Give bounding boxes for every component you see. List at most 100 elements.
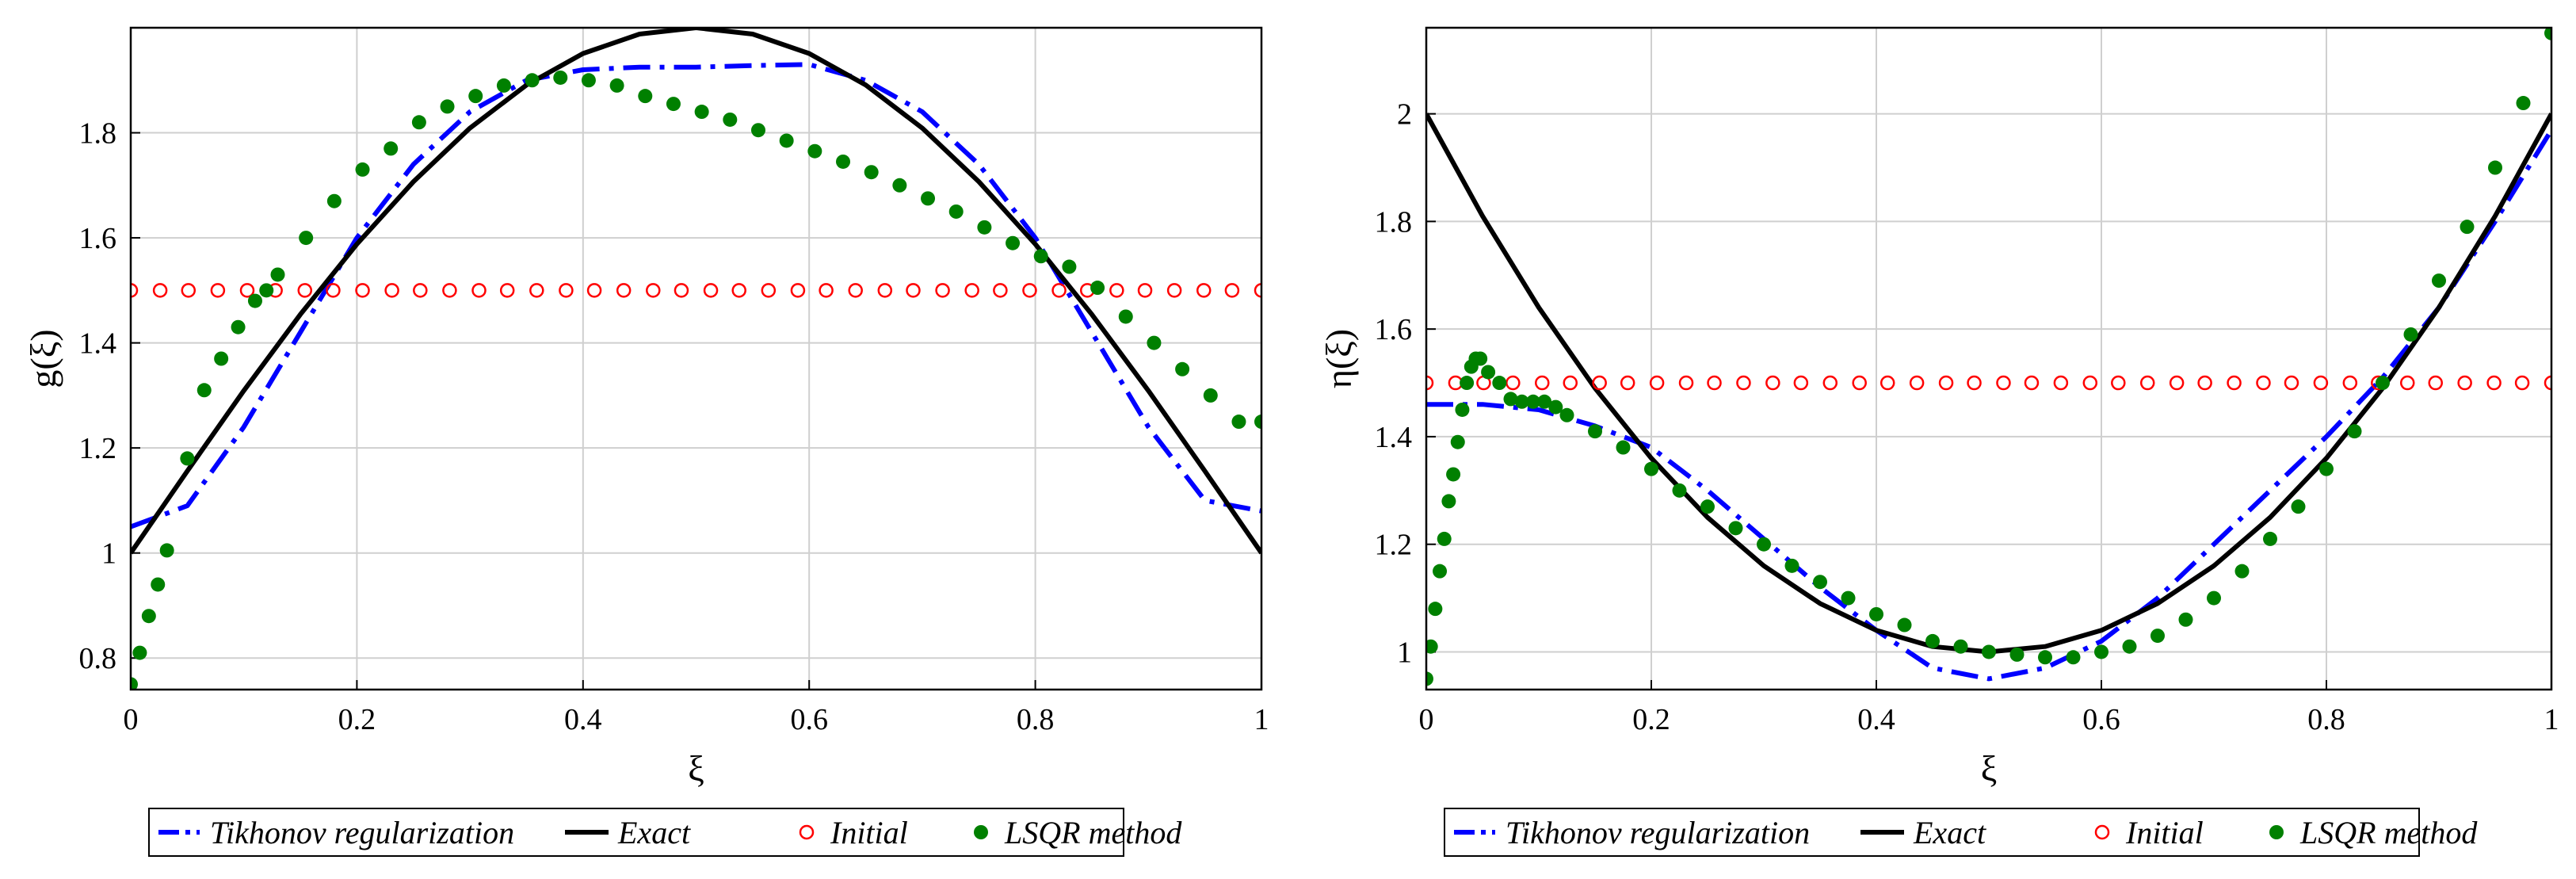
legend-label: Tikhonov regularization	[1506, 815, 1810, 850]
initial-point	[1137, 283, 1153, 298]
lsqr-point	[1784, 558, 1799, 573]
lsqr-point	[1473, 351, 1488, 366]
y-tick-label: 1.6	[1375, 313, 1413, 346]
initial-point	[703, 283, 719, 298]
y-tick-label: 1.8	[1375, 205, 1413, 239]
lsqr-point	[1841, 590, 1856, 606]
lsqr-point	[132, 645, 147, 660]
initial-point	[297, 283, 313, 298]
initial-point	[2342, 375, 2358, 391]
initial-point	[993, 283, 1008, 298]
lsqr-point	[694, 105, 709, 120]
legend-label: Exact	[1913, 815, 1986, 850]
initial-point	[1592, 375, 1607, 391]
lsqr-point	[666, 97, 681, 112]
initial-point	[2256, 375, 2271, 391]
initial-point	[1109, 283, 1124, 298]
lsqr-point	[638, 89, 653, 104]
lsqr-point	[1455, 402, 1470, 417]
initial-point	[2544, 375, 2551, 391]
initial-point	[2284, 375, 2299, 391]
initial-point	[181, 283, 197, 298]
lsqr-point	[1700, 499, 1715, 514]
legend-initial-swatch	[2094, 824, 2110, 840]
lsqr-point	[299, 231, 314, 246]
initial-point	[1224, 283, 1240, 298]
plot-area	[1426, 28, 2551, 686]
initial-point	[877, 283, 893, 298]
y-tick-label: 1.8	[79, 117, 117, 151]
initial-point	[1426, 375, 1434, 391]
legend-label: Initial	[830, 815, 908, 850]
lsqr-point	[468, 89, 483, 104]
lsqr-point	[1460, 376, 1475, 391]
initial-point	[499, 283, 515, 298]
lsqr-point	[2544, 28, 2551, 40]
lsqr-point	[1492, 376, 1507, 391]
initial-point	[471, 283, 487, 298]
lsqr-point	[1672, 483, 1687, 498]
lsqr-point	[1813, 575, 1827, 590]
y-tick-label: 1.2	[79, 432, 117, 465]
lsqr-point	[977, 220, 992, 235]
lsqr-point	[2094, 644, 2109, 659]
lsqr-point	[1869, 606, 1883, 621]
initial-point	[131, 283, 139, 298]
lsqr-point	[2038, 650, 2052, 665]
y-tick-label: 2	[1397, 98, 1412, 132]
lsqr-point	[1525, 394, 1540, 409]
initial-point	[819, 283, 834, 298]
initial-point	[935, 283, 950, 298]
initial-point	[1880, 375, 1895, 391]
y-axis-label: g(ξ)	[23, 329, 63, 388]
y-tick-label: 0.8	[79, 642, 117, 675]
lsqr-point	[1757, 537, 1771, 552]
lsqr-point	[259, 283, 274, 298]
initial-point	[1254, 283, 1261, 298]
lsqr-point	[1090, 281, 1105, 296]
initial-point	[906, 283, 921, 298]
legend-initial-swatch	[799, 824, 815, 840]
lsqr-point	[779, 133, 794, 148]
lsqr-point	[1644, 461, 1658, 476]
initial-point	[2082, 375, 2098, 391]
initial-point	[442, 283, 457, 298]
legend-box	[1444, 808, 2420, 857]
initial-point	[1736, 375, 1751, 391]
lsqr-point	[270, 267, 285, 282]
legend-label: Initial	[2125, 815, 2204, 850]
x-tick-label: 0.6	[790, 703, 828, 736]
lsqr-point	[836, 154, 851, 169]
initial-point	[1620, 375, 1635, 391]
lsqr-point	[1203, 388, 1218, 403]
initial-point	[586, 283, 602, 298]
lsqr-point	[1503, 392, 1518, 407]
y-tick-label: 1.6	[79, 222, 117, 255]
initial-point	[1996, 375, 2011, 391]
lsqr-point	[2516, 96, 2531, 111]
lsqr-point	[1426, 639, 1438, 654]
initial-point	[1822, 375, 1838, 391]
lsqr-point	[581, 73, 596, 88]
lsqr-point	[1982, 644, 1996, 659]
lsqr-point	[553, 70, 568, 85]
initial-point	[2428, 375, 2443, 391]
lsqr-point	[2403, 327, 2418, 342]
legend-lsqr-swatch	[2269, 825, 2284, 839]
legend-label: Tikhonov regularization	[210, 815, 514, 850]
lsqr-point	[180, 451, 195, 466]
plot-frame	[1425, 26, 2553, 691]
initial-point	[1051, 283, 1067, 298]
lsqr-point	[2432, 273, 2446, 289]
lsqr-point	[1953, 639, 1968, 654]
lsqr-point	[2234, 564, 2250, 579]
lsqr-point	[1441, 494, 1456, 509]
x-tick-label: 0.2	[338, 703, 376, 736]
initial-point	[384, 283, 399, 298]
initial-point	[2197, 375, 2212, 391]
initial-point	[529, 283, 544, 298]
initial-point	[1196, 283, 1212, 298]
initial-point	[1678, 375, 1694, 391]
y-tick-label: 1.4	[79, 327, 117, 361]
